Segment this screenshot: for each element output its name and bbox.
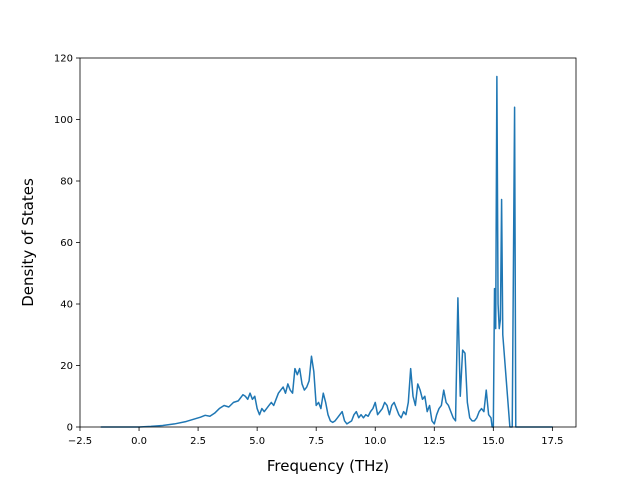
y-tick-label: 20 [60,361,73,372]
x-axis-label: Frequency (THz) [267,457,389,475]
x-tick-label: 12.5 [423,436,445,447]
plot-area [100,75,554,428]
y-tick-label: 0 [67,423,73,434]
x-tick-label: 7.5 [308,436,324,447]
x-tick-label: 2.5 [190,436,206,447]
x-axis-ticks: −2.5 0.0 2.5 5.0 7.5 10.0 12.5 15.0 17.5 [68,427,564,447]
x-tick-label: 5.0 [249,436,265,447]
y-axis-ticks: 0 20 40 60 80 100 120 [54,54,80,434]
y-tick-label: 100 [54,115,73,126]
x-tick-label: −2.5 [68,436,92,447]
y-tick-label: 120 [54,54,73,65]
x-tick-label: 10.0 [364,436,386,447]
y-axis-label: Density of States [19,178,37,307]
x-tick-label: 15.0 [482,436,504,447]
y-tick-label: 80 [60,177,73,188]
y-tick-label: 40 [60,300,73,311]
x-tick-label: 17.5 [541,436,563,447]
x-tick-label: 0.0 [131,436,147,447]
y-tick-label: 60 [60,238,73,249]
dos-series-line [100,75,554,428]
